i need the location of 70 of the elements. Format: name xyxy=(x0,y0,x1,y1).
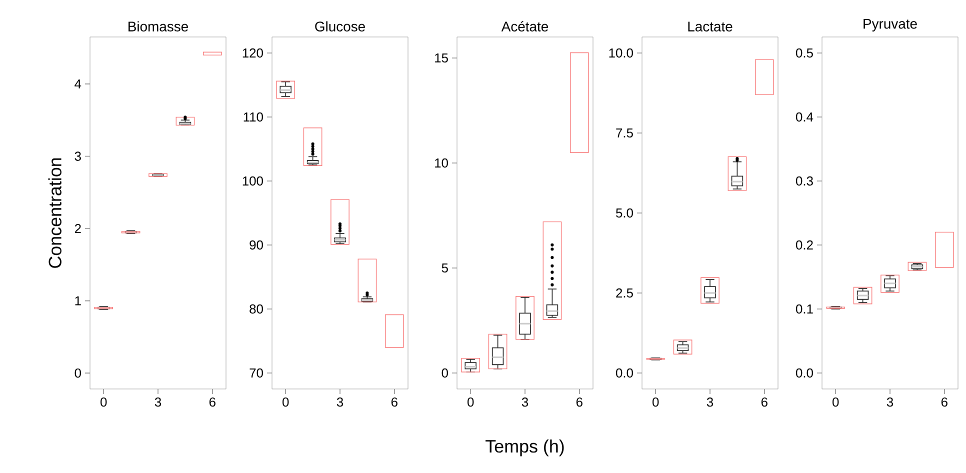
x-tick-label: 6 xyxy=(391,398,398,407)
y-tick-label: 0.0 xyxy=(616,368,633,378)
bar xyxy=(176,116,195,126)
x-tick-label: 0 xyxy=(468,398,474,407)
y-tick-label: 120 xyxy=(242,48,263,58)
bar xyxy=(570,52,589,153)
y-tick-label: 0 xyxy=(74,368,81,378)
x-tick-label: 3 xyxy=(886,398,894,407)
y-tick-label: 2 xyxy=(74,224,81,234)
y-tick-label: 0.5 xyxy=(796,48,813,58)
x-tick-label: 6 xyxy=(941,398,948,407)
bar xyxy=(728,156,747,191)
y-tick-label: 10.0 xyxy=(609,48,633,58)
y-tick-label: 5.0 xyxy=(616,208,633,218)
y-tick-label: 4 xyxy=(74,80,82,88)
y-tick-label: 10 xyxy=(435,158,448,168)
y-tick-label: 0.3 xyxy=(796,176,813,186)
chart-title: Glucose xyxy=(315,21,365,32)
bar xyxy=(880,274,900,293)
y-tick-label: 5 xyxy=(442,264,448,273)
y-tick-label: 100 xyxy=(242,176,263,186)
bar xyxy=(542,221,562,320)
y-tick-label: 1 xyxy=(75,296,81,306)
bar xyxy=(516,296,534,340)
bar xyxy=(461,358,480,372)
bar xyxy=(700,277,720,304)
y-tick-label: 110 xyxy=(244,112,263,122)
bar xyxy=(384,314,404,348)
y-tick-label: 2.5 xyxy=(616,288,633,298)
y-tick-label: 0.4 xyxy=(796,112,814,122)
bar xyxy=(488,334,508,370)
bar xyxy=(330,199,350,245)
x-tick-label: 3 xyxy=(336,398,344,407)
chart-title: Lactate xyxy=(688,22,732,32)
bar xyxy=(358,258,377,302)
bar xyxy=(673,340,692,354)
y-tick-label: 0.2 xyxy=(796,240,813,250)
y-tick-label: 0.0 xyxy=(796,368,813,378)
x-tick-label: 6 xyxy=(576,398,582,407)
x-tick-label: 3 xyxy=(522,398,528,407)
x-axis-title: Temps (h) xyxy=(486,440,564,456)
chart-title: Pyruvate xyxy=(864,19,917,32)
bar xyxy=(754,59,774,95)
y-axis-title: Concentration xyxy=(48,158,62,268)
chart-title: Biomasse xyxy=(128,21,188,32)
bar xyxy=(934,232,954,268)
y-tick-label: 0.1 xyxy=(796,304,813,314)
x-tick-label: 3 xyxy=(154,398,162,407)
y-tick-label: 80 xyxy=(250,304,263,314)
bar xyxy=(94,306,114,310)
x-tick-label: 0 xyxy=(100,398,107,407)
x-tick-label: 0 xyxy=(282,398,289,407)
bar xyxy=(202,52,222,56)
chart-title: Acétate xyxy=(501,21,548,32)
y-tick-label: 90 xyxy=(250,240,263,250)
x-tick-label: 6 xyxy=(761,398,768,407)
bar xyxy=(853,286,872,304)
y-tick-label: 3 xyxy=(74,152,81,161)
x-tick-label: 6 xyxy=(209,398,216,407)
bar xyxy=(908,262,927,271)
bar xyxy=(303,128,322,166)
x-tick-label: 3 xyxy=(706,398,714,407)
bar xyxy=(148,173,168,177)
y-tick-label: 7.5 xyxy=(616,128,633,138)
y-tick-label: 70 xyxy=(250,368,263,378)
bar xyxy=(276,80,296,99)
y-tick-label: 15 xyxy=(435,53,448,63)
x-tick-label: 0 xyxy=(652,398,659,407)
x-tick-label: 0 xyxy=(832,398,839,407)
y-tick-label: 0 xyxy=(442,368,448,378)
